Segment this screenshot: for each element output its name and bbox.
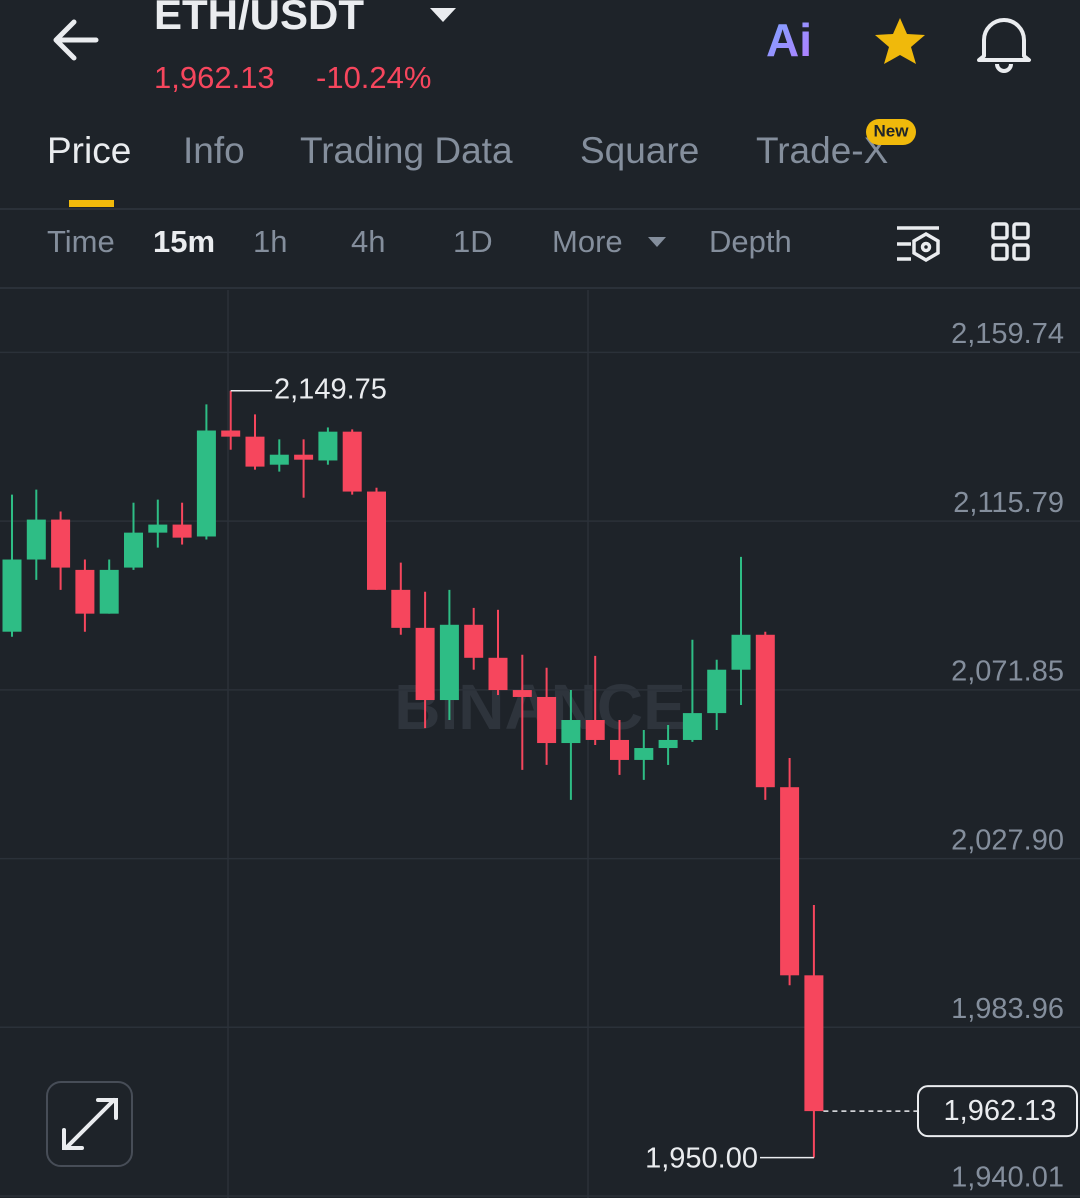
candle-body (26, 519, 46, 560)
header-price: 1,962.13 (154, 60, 275, 95)
candle-body (2, 559, 22, 632)
candle-body (439, 624, 459, 701)
pair-title[interactable]: ETH/USDT (154, 0, 364, 38)
candle-body (342, 431, 362, 492)
tab[interactable]: Info (183, 130, 245, 171)
high-marker-label: 2,149.75 (274, 373, 387, 405)
last-price-label: 1,962.13 (944, 1095, 1057, 1127)
candle-body (294, 454, 314, 460)
candle-body (707, 669, 727, 714)
back-button[interactable] (53, 19, 99, 61)
y-tick-label: 2,071.85 (951, 656, 1064, 688)
more-caret[interactable] (648, 237, 666, 247)
candle-body (731, 634, 751, 670)
indicator-settings-button[interactable] (897, 226, 940, 263)
candle-body (755, 634, 775, 788)
y-tick-label: 1,940.01 (951, 1162, 1064, 1194)
interval-option[interactable]: Depth (709, 224, 792, 259)
candle-body (391, 589, 411, 628)
favorite-star[interactable] (875, 18, 925, 64)
y-tick-label: 2,027.90 (951, 824, 1064, 856)
y-tick-label: 2,159.74 (951, 318, 1064, 350)
candle-body (148, 524, 168, 533)
candle-body (537, 696, 557, 744)
candle-body (367, 491, 386, 590)
new-badge-text: New (874, 121, 910, 140)
interval-option[interactable]: Time (47, 224, 115, 259)
tab[interactable]: Trade-X (756, 130, 888, 171)
candle-body (172, 524, 192, 538)
candle-body (682, 713, 702, 740)
y-tick-label: 1,983.96 (951, 993, 1064, 1025)
header-change: -10.24% (316, 60, 431, 95)
tab[interactable]: Square (580, 130, 699, 171)
candle-body (561, 720, 581, 744)
candle-body (512, 690, 532, 697)
candle-body (634, 748, 654, 760)
candle-body (75, 569, 95, 614)
interval-option[interactable]: More (552, 224, 623, 259)
low-marker-label: 1,950.00 (645, 1142, 758, 1174)
candle-body (269, 454, 289, 465)
candle-body (245, 436, 265, 467)
candle-body (124, 532, 143, 568)
candle-body (610, 739, 629, 760)
candle-body (415, 627, 435, 701)
active-tab-indicator (69, 200, 114, 207)
candle-body (804, 975, 824, 1112)
fullscreen-icon (62, 1098, 118, 1150)
interval-option[interactable]: 1D (453, 224, 493, 259)
candle-body (658, 739, 678, 749)
candle-body (585, 720, 605, 740)
interval-option[interactable]: 15m (153, 224, 215, 259)
tab[interactable]: Price (47, 130, 131, 171)
candle-body (488, 657, 508, 691)
layout-button[interactable] (991, 222, 1030, 261)
bell-button[interactable] (977, 18, 1031, 73)
candle-body (318, 431, 338, 461)
interval-option[interactable]: 4h (351, 224, 385, 259)
tab[interactable]: Trading Data (300, 130, 513, 171)
new-badge (866, 119, 916, 145)
ai-button[interactable]: Ai (766, 14, 812, 66)
candle-body (196, 430, 216, 537)
candle-body (780, 787, 800, 976)
pair-caret[interactable] (430, 8, 456, 22)
candle-body (51, 519, 71, 568)
interval-option[interactable]: 1h (253, 224, 287, 259)
candle-body (99, 569, 119, 614)
y-tick-label: 2,115.79 (953, 487, 1064, 519)
candle-body (221, 430, 241, 437)
last-price-box (917, 1085, 1078, 1138)
candle-body (464, 624, 484, 658)
